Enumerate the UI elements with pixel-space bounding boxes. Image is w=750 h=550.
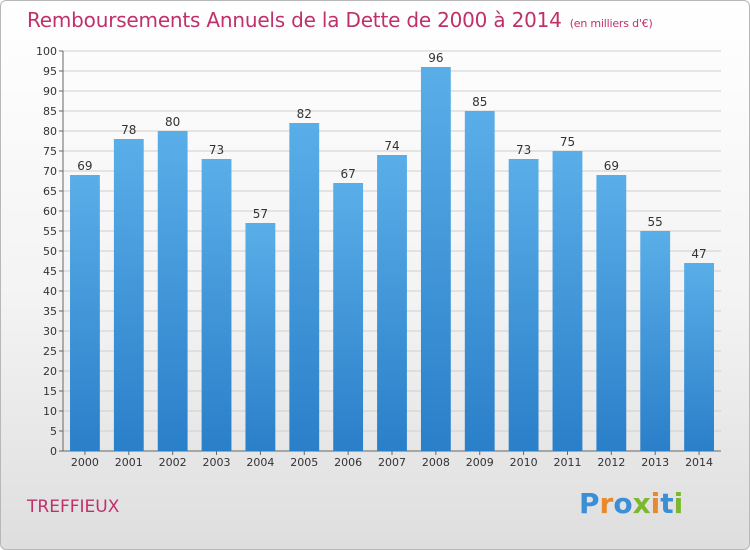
- y-tick-label: 10: [43, 405, 57, 418]
- x-tick-label: 2004: [246, 456, 274, 469]
- bar-value-label: 85: [472, 95, 487, 109]
- y-tick-label: 50: [43, 245, 57, 258]
- logo-letter: r: [599, 487, 614, 520]
- x-tick-label: 2007: [378, 456, 406, 469]
- bar-value-label: 80: [165, 115, 180, 129]
- logo-letter: x: [632, 487, 651, 520]
- y-tick-label: 40: [43, 285, 57, 298]
- y-tick-label: 45: [43, 265, 57, 278]
- y-tick-label: 25: [43, 345, 57, 358]
- proxiti-logo[interactable]: Proxiti: [579, 487, 683, 520]
- bar: [508, 159, 539, 451]
- y-tick-label: 55: [43, 225, 57, 238]
- bar: [201, 159, 232, 451]
- y-tick-label: 35: [43, 305, 57, 318]
- bar: [377, 155, 407, 451]
- logo-letter: i: [673, 487, 684, 520]
- chart-title-text: Remboursements Annuels de la Dette de 20…: [27, 8, 562, 32]
- x-tick-label: 2011: [553, 456, 581, 469]
- bar-value-label: 82: [297, 107, 312, 121]
- bar-value-label: 96: [428, 51, 443, 65]
- x-tick-label: 2013: [641, 456, 669, 469]
- y-tick-label: 5: [50, 425, 57, 438]
- logo-letter: i: [650, 487, 661, 520]
- chart-unit: (en milliers d'€): [569, 17, 653, 30]
- bar-value-label: 74: [384, 139, 399, 153]
- y-tick-label: 60: [43, 205, 57, 218]
- bar-value-label: 55: [648, 215, 663, 229]
- bar-value-label: 69: [604, 159, 619, 173]
- x-tick-label: 2005: [290, 456, 318, 469]
- x-tick-label: 2012: [597, 456, 625, 469]
- x-tick-label: 2014: [685, 456, 713, 469]
- bar: [157, 131, 188, 451]
- x-tick-label: 2010: [510, 456, 538, 469]
- town-name: TREFFIEUX: [27, 497, 120, 517]
- bar-value-label: 73: [209, 143, 224, 157]
- y-tick-label: 95: [43, 65, 57, 78]
- bar: [552, 151, 583, 451]
- bar-value-label: 57: [253, 207, 268, 221]
- bar-value-label: 67: [340, 167, 355, 181]
- bar-value-label: 78: [121, 123, 136, 137]
- y-tick-label: 85: [43, 105, 57, 118]
- bar-value-label: 75: [560, 135, 575, 149]
- bar-value-label: 69: [77, 159, 92, 173]
- y-tick-label: 0: [50, 445, 57, 458]
- data-labels: 69 78 80 73 57 82 67 74 96 85 73 75 69 55 47: [77, 51, 706, 261]
- x-tick-label: 2008: [422, 456, 450, 469]
- bar-value-label: 47: [691, 247, 706, 261]
- y-tick-label: 90: [43, 85, 57, 98]
- logo-letter: t: [660, 487, 674, 520]
- chart-title: Remboursements Annuels de la Dette de 20…: [27, 8, 653, 32]
- logo-letter: o: [613, 487, 633, 520]
- y-tick-label: 20: [43, 365, 57, 378]
- bar: [684, 263, 714, 451]
- bar: [245, 223, 276, 451]
- axes: 0 5 10 15 20 25 30 35 40 45 50 55 60 65 70 75 80 85 90 95 10…: [36, 45, 721, 469]
- y-tick-label: 30: [43, 325, 57, 338]
- x-tick-label: 2006: [334, 456, 362, 469]
- bars: [70, 67, 714, 451]
- bar: [289, 123, 320, 451]
- y-tick-label: 80: [43, 125, 57, 138]
- x-tick-label: 2003: [203, 456, 231, 469]
- bar: [70, 175, 100, 451]
- bar-value-label: 73: [516, 143, 531, 157]
- y-tick-label: 100: [36, 45, 57, 58]
- y-tick-label: 65: [43, 185, 57, 198]
- bar: [464, 111, 495, 451]
- bar: [420, 67, 451, 451]
- bar: [113, 139, 144, 451]
- x-tick-label: 2009: [466, 456, 494, 469]
- x-tick-label: 2000: [71, 456, 99, 469]
- y-tick-label: 75: [43, 145, 57, 158]
- bar: [596, 175, 627, 451]
- logo-letter: P: [579, 487, 600, 520]
- bar: [640, 231, 671, 451]
- y-tick-label: 70: [43, 165, 57, 178]
- y-tick-label: 15: [43, 385, 57, 398]
- x-tick-label: 2001: [115, 456, 143, 469]
- x-tick-label: 2002: [159, 456, 187, 469]
- bar: [333, 183, 364, 451]
